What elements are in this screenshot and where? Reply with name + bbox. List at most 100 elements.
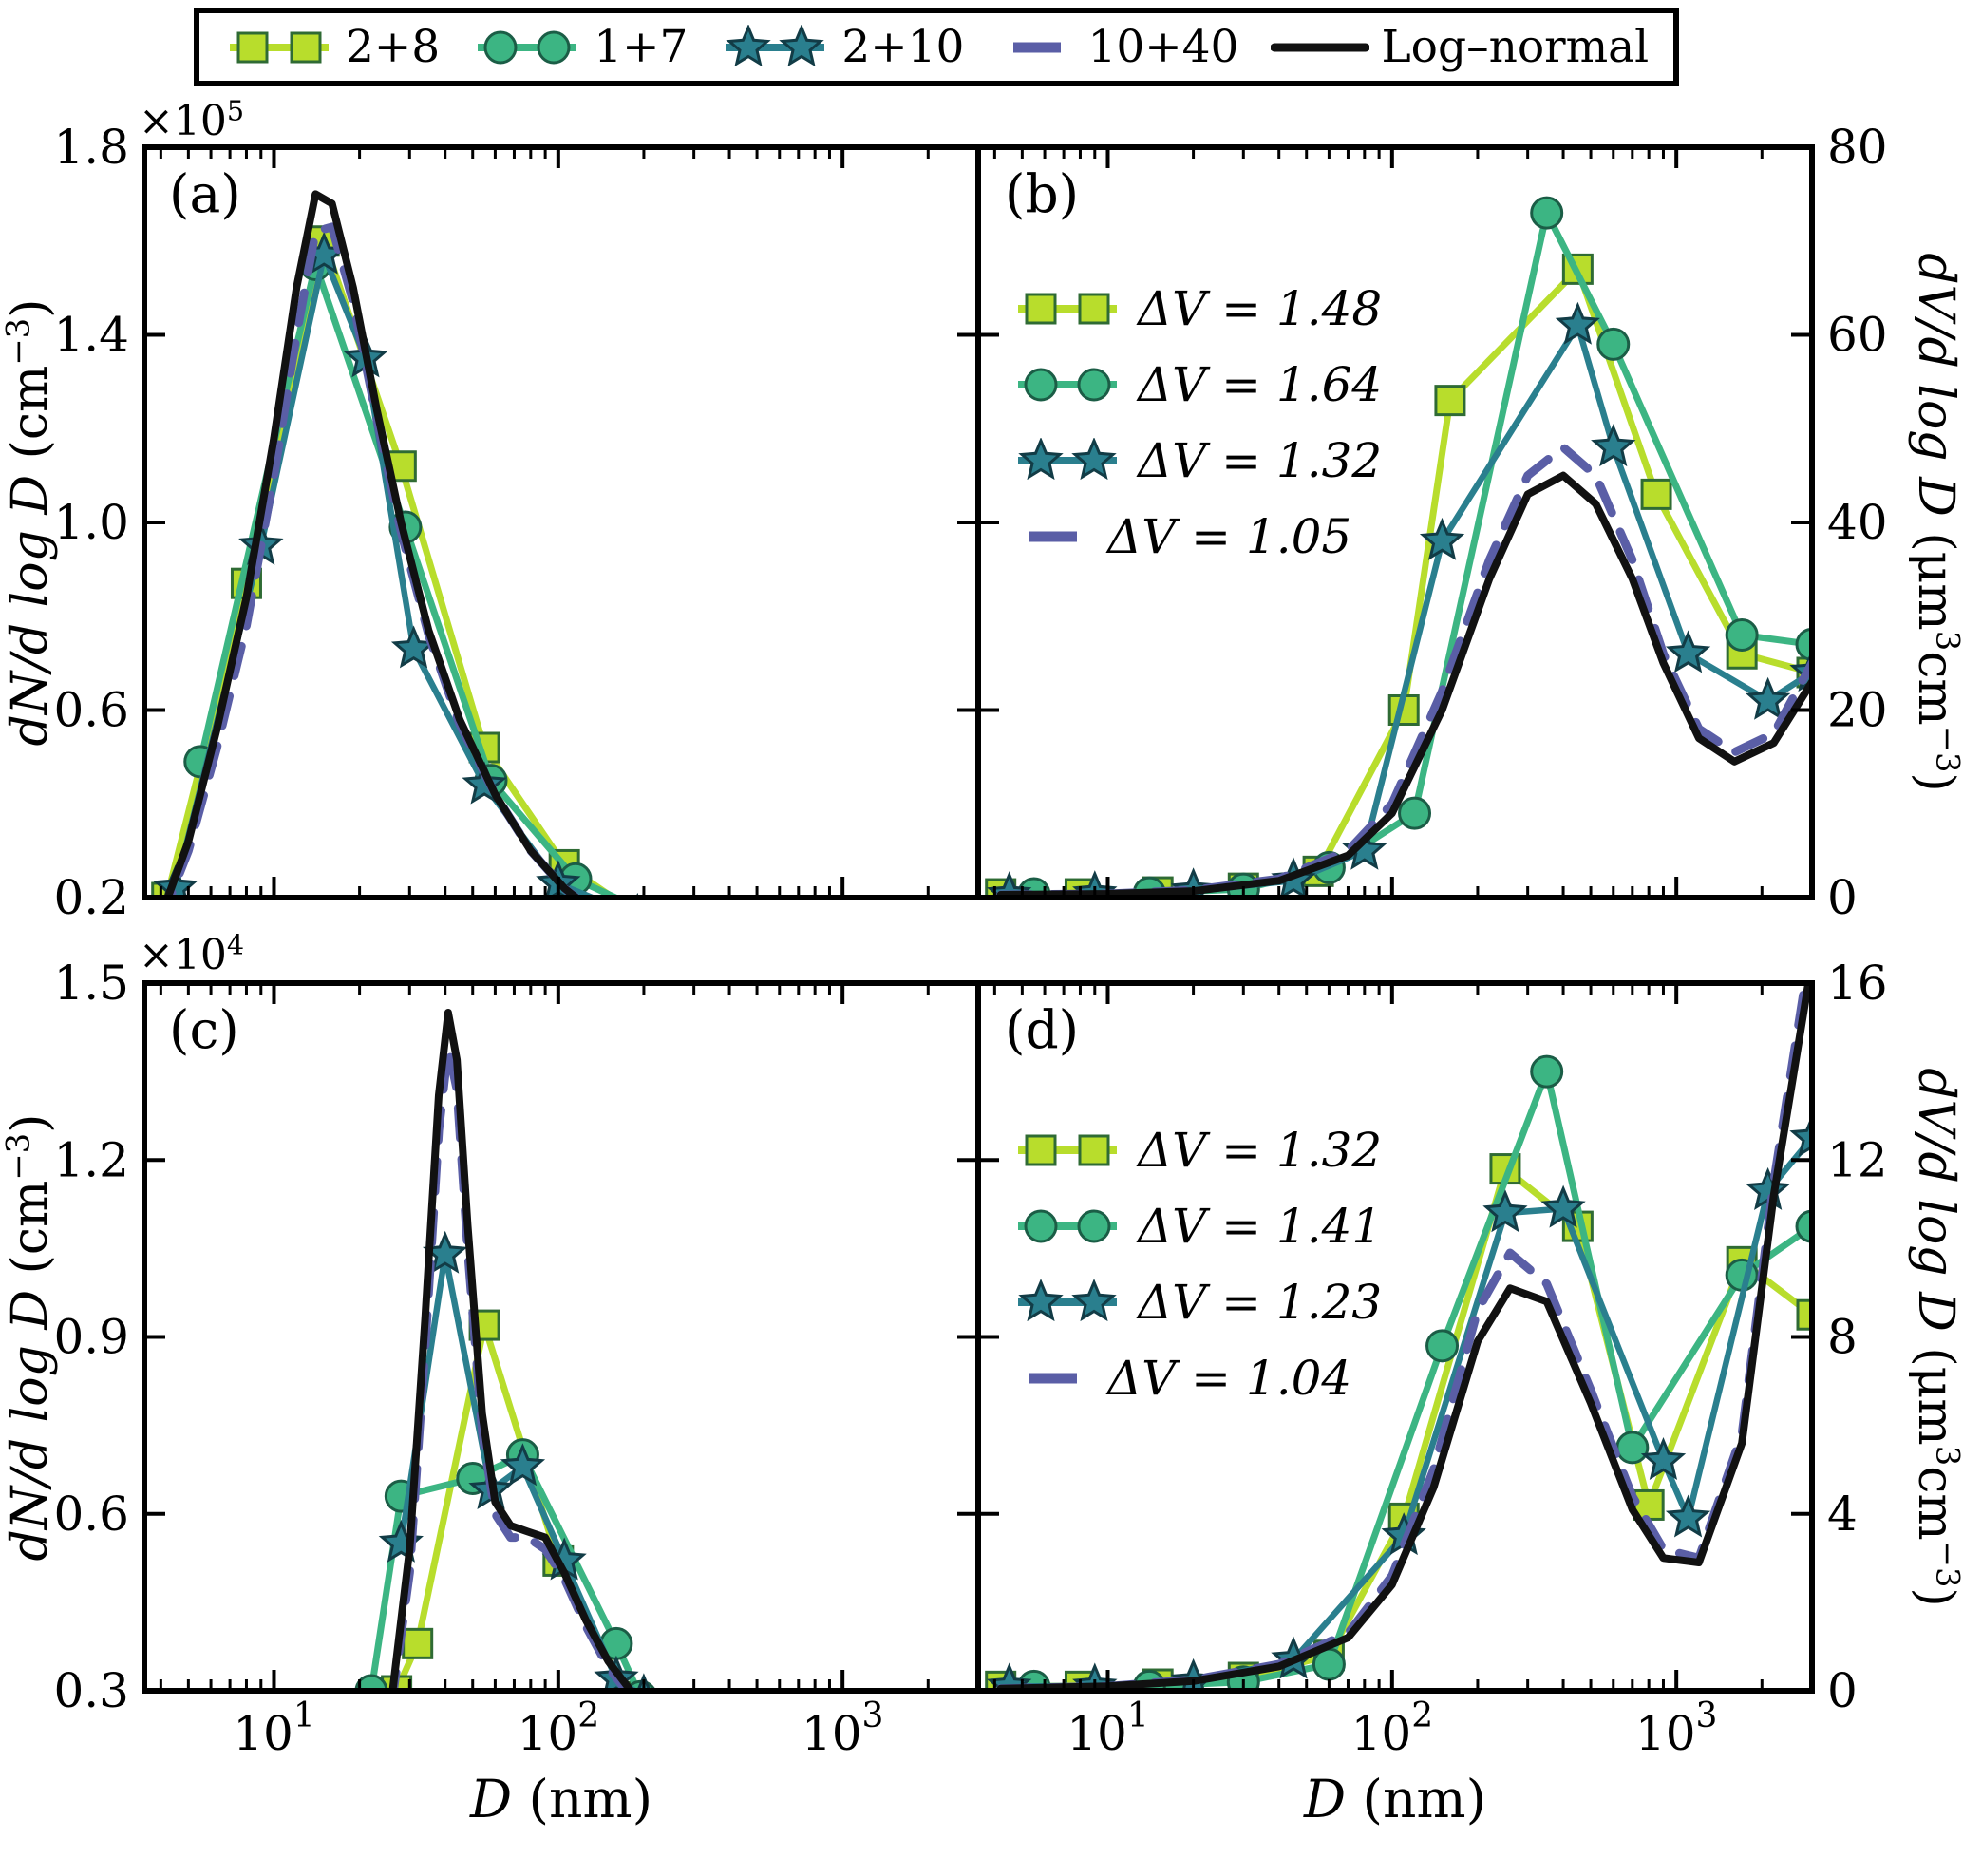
y-axis-label-d: dV/d log D (μm3cm−3) <box>1907 1068 1963 1607</box>
y-axis-label-unit: (μm <box>1907 1331 1963 1446</box>
svg-text:103: 103 <box>1635 1696 1718 1761</box>
legend-label: 2+8 <box>346 21 441 73</box>
square-marker-icon <box>224 25 334 70</box>
star-marker-icon <box>1012 438 1123 483</box>
square-marker-icon <box>1012 286 1123 332</box>
y-axis-offset-a: ×105 <box>139 97 244 145</box>
y-axis-label-unit: (cm <box>2 365 59 475</box>
legend-label: 1+7 <box>594 21 689 73</box>
svg-text:20: 20 <box>1827 683 1888 738</box>
y-axis-label-math: dN/d log D <box>2 1289 59 1562</box>
y-axis-label-unit2: cm <box>1907 1466 1963 1541</box>
legend-label: ΔV = 1.04 <box>1107 1351 1352 1406</box>
dash-marker-icon <box>996 25 1076 70</box>
y-axis-label-a: dN/d log D (cm−3) <box>0 298 59 747</box>
svg-text:1.0: 1.0 <box>53 495 129 550</box>
svg-text:1.2: 1.2 <box>53 1132 129 1187</box>
x-axis-variable: D <box>469 1769 513 1829</box>
y-axis-label-unit: (cm <box>2 1180 59 1290</box>
panel-label-b: (b) <box>1005 163 1080 224</box>
legend-label: ΔV = 1.48 <box>1138 281 1383 336</box>
svg-text:4: 4 <box>1827 1487 1858 1542</box>
legend-label: ΔV = 1.64 <box>1138 357 1383 412</box>
legend-row: ΔV = 1.64 <box>1012 357 1382 412</box>
y-axis-label-close: ) <box>1907 772 1963 792</box>
panel-label-a: (a) <box>169 163 241 224</box>
y-axis-label-exp: −3 <box>0 1132 37 1181</box>
svg-text:0.6: 0.6 <box>53 1487 129 1542</box>
svg-text:102: 102 <box>1351 1696 1434 1761</box>
y-axis-label-math: dN/d log D <box>2 474 59 747</box>
y-axis-label-exp2: −3 <box>1929 725 1963 773</box>
legend-label: ΔV = 1.23 <box>1138 1275 1383 1330</box>
legend-item-1-7: 1+7 <box>472 21 688 73</box>
svg-text:1.5: 1.5 <box>53 956 129 1011</box>
x-axis-label-d: D (nm) <box>1304 1769 1486 1829</box>
panel-label-c: (c) <box>169 999 239 1060</box>
svg-text:101: 101 <box>1066 1696 1149 1761</box>
circle-marker-icon <box>1012 362 1123 407</box>
svg-text:0.6: 0.6 <box>53 683 129 738</box>
y-axis-label-unit: (μm <box>1907 516 1963 631</box>
circle-marker-icon <box>1012 1203 1123 1249</box>
legend-label: ΔV = 1.32 <box>1138 433 1383 488</box>
svg-text:12: 12 <box>1827 1132 1888 1187</box>
offset-text: ×10 <box>139 97 227 145</box>
svg-text:1.8: 1.8 <box>53 120 129 175</box>
y-axis-label-math: dV/d log D <box>1907 253 1963 517</box>
legend-label: ΔV = 1.41 <box>1138 1199 1383 1254</box>
legend-label: ΔV = 1.05 <box>1107 509 1352 564</box>
legend-item-2-8: 2+8 <box>224 21 440 73</box>
legend: 2+8 1+7 2+10 10+40 Log–normal <box>194 8 1680 86</box>
dash-marker-icon <box>1012 1355 1092 1401</box>
svg-text:102: 102 <box>518 1696 600 1761</box>
y-axis-label-close: ) <box>2 1113 59 1133</box>
y-axis-label-exp: −3 <box>0 317 37 366</box>
svg-text:0: 0 <box>1827 1663 1858 1718</box>
legend-row: ΔV = 1.32 <box>1012 1123 1382 1178</box>
svg-text:0: 0 <box>1827 870 1858 925</box>
svg-text:101: 101 <box>233 1696 315 1761</box>
svg-text:80: 80 <box>1827 120 1888 175</box>
svg-text:0.9: 0.9 <box>53 1310 129 1365</box>
legend-row: ΔV = 1.05 <box>1012 509 1382 564</box>
legend-item-10-40: 10+40 <box>996 21 1238 73</box>
panel-d-legend: ΔV = 1.32 ΔV = 1.41 ΔV = 1.23 ΔV = 1.04 <box>1012 1123 1382 1406</box>
panel-b-legend: ΔV = 1.48 ΔV = 1.64 ΔV = 1.32 ΔV = 1.05 <box>1012 281 1382 564</box>
x-axis-label-c: D (nm) <box>470 1769 652 1829</box>
y-axis-label-math: dV/d log D <box>1907 1068 1963 1332</box>
y-axis-label-exp2: −3 <box>1929 1540 1963 1588</box>
star-marker-icon <box>1012 1279 1123 1325</box>
svg-text:103: 103 <box>802 1696 884 1761</box>
legend-row: ΔV = 1.04 <box>1012 1351 1382 1406</box>
legend-row: ΔV = 1.41 <box>1012 1199 1382 1254</box>
legend-item-2-10: 2+10 <box>720 21 964 73</box>
y-axis-label-close: ) <box>1907 1587 1963 1607</box>
y-axis-label-unit2: cm <box>1907 651 1963 726</box>
y-axis-label-b: dV/d log D (μm3cm−3) <box>1907 253 1963 792</box>
legend-item-log-normal: Log–normal <box>1271 21 1649 73</box>
y-axis-offset-c: ×104 <box>139 931 244 979</box>
y-axis-label-c: dN/d log D (cm−3) <box>0 1113 59 1562</box>
y-axis-label-close: ) <box>2 298 59 318</box>
legend-label: Log–normal <box>1381 21 1650 73</box>
star-marker-icon <box>720 24 830 70</box>
legend-label: 10+40 <box>1087 21 1239 73</box>
offset-text: ×10 <box>139 931 227 979</box>
y-axis-label-exp: 3 <box>1929 1445 1963 1467</box>
circle-marker-icon <box>472 25 582 70</box>
svg-text:0.3: 0.3 <box>53 1663 129 1718</box>
legend-row: ΔV = 1.48 <box>1012 281 1382 336</box>
svg-text:40: 40 <box>1827 495 1888 550</box>
legend-label: ΔV = 1.32 <box>1138 1123 1383 1178</box>
svg-text:60: 60 <box>1827 308 1888 363</box>
dash-marker-icon <box>1012 514 1092 559</box>
offset-exponent: 4 <box>226 928 245 961</box>
legend-row: ΔV = 1.23 <box>1012 1275 1382 1330</box>
y-axis-label-exp: 3 <box>1929 630 1963 652</box>
svg-text:0.2: 0.2 <box>53 870 129 925</box>
x-axis-unit: (nm) <box>1346 1769 1487 1829</box>
svg-text:1.4: 1.4 <box>53 308 129 363</box>
